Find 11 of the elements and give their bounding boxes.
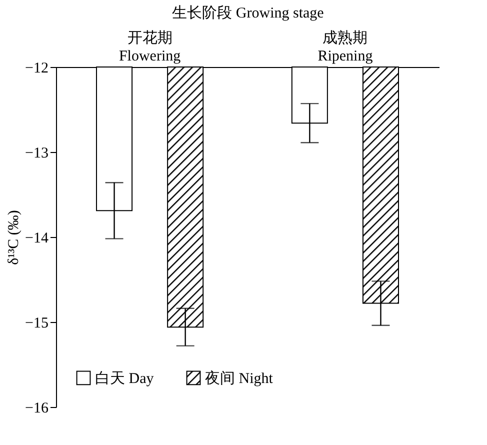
y-tick-label: −13 (25, 146, 48, 162)
y-tick-label: −16 (25, 400, 49, 416)
y-tick-label: −15 (25, 316, 48, 332)
legend-label: 夜间 Night (205, 370, 274, 387)
x-tick-label: 开花期 Flowering (118, 30, 182, 64)
x-axis-title: 生长阶段 Growing stage (172, 4, 324, 22)
legend-label: 白天 Day (95, 370, 154, 387)
y-tick-label: −14 (25, 230, 49, 246)
y-tick-label: −12 (25, 60, 48, 76)
y-axis-title: δ¹³C (‰) (6, 210, 22, 265)
x-tick-label: 成熟期 Ripening (318, 30, 374, 64)
